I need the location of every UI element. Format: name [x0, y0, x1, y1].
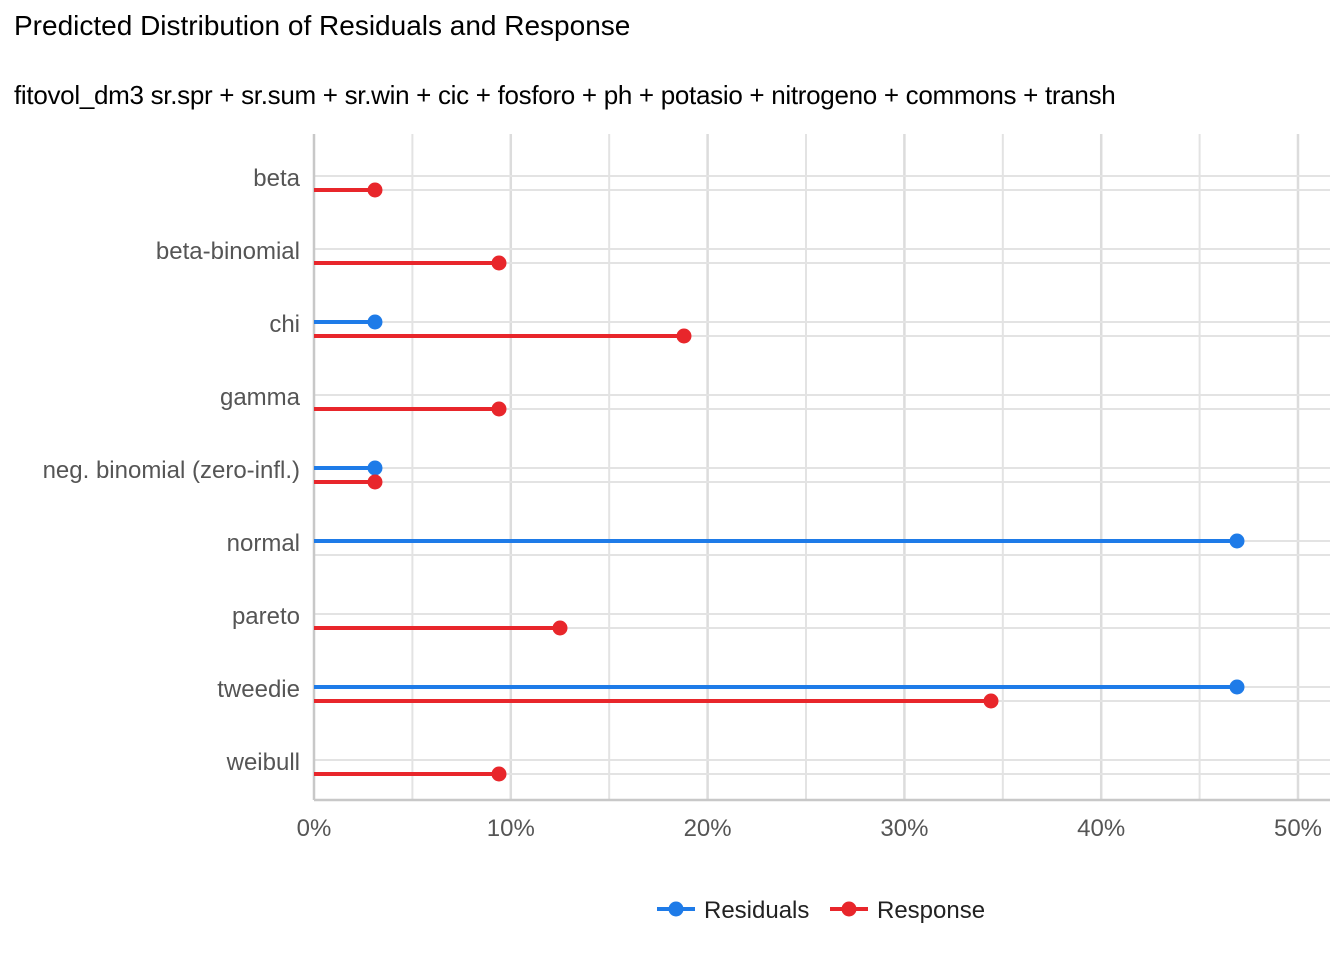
chart-title: Predicted Distribution of Residuals and … [14, 10, 631, 41]
y-tick-label: weibull [226, 749, 300, 776]
x-tick-label: 20% [684, 815, 732, 842]
chart-subtitle: fitovol_dm3 sr.spr + sr.sum + sr.win + c… [14, 80, 1116, 110]
lollipop-point-residuals [1229, 679, 1245, 695]
lollipop-point-response [552, 620, 568, 636]
y-axis-labels: beta beta-binomial chi gamma neg. binomial (… [43, 165, 301, 776]
lollipop-point-response [491, 766, 507, 782]
y-tick-label: neg. binomial (zero-infl.) [43, 457, 300, 484]
lollipop-point-response [676, 328, 692, 344]
legend-label-response: Response [877, 897, 985, 924]
y-tick-label: gamma [220, 384, 301, 411]
x-tick-label: 30% [880, 815, 928, 842]
lollipop-point-response [491, 255, 507, 271]
lollipop-point-residuals [367, 460, 383, 476]
x-tick-label: 50% [1274, 815, 1322, 842]
y-tick-label: beta [253, 165, 300, 192]
x-axis-labels: 0% 10% 20% 30% 40% 50% [297, 815, 1322, 842]
x-tick-label: 0% [297, 815, 332, 842]
legend-marker-residuals [668, 901, 684, 917]
y-tick-label: chi [269, 311, 300, 338]
lollipop-point-response [367, 474, 383, 490]
lollipop-point-residuals [1229, 533, 1245, 549]
lollipop-point-response [491, 401, 507, 417]
y-tick-label: tweedie [217, 676, 300, 703]
y-tick-label: pareto [232, 603, 300, 630]
lollipop-point-response [367, 182, 383, 198]
legend: Residuals Response [657, 897, 985, 924]
x-tick-label: 10% [487, 815, 535, 842]
legend-marker-response [841, 901, 857, 917]
y-tick-label: normal [227, 530, 300, 557]
data-marks [314, 182, 1245, 782]
x-tick-label: 40% [1077, 815, 1125, 842]
y-tick-label: beta-binomial [156, 238, 300, 265]
lollipop-point-residuals [367, 314, 383, 330]
legend-label-residuals: Residuals [704, 897, 809, 924]
lollipop-point-response [983, 693, 999, 709]
